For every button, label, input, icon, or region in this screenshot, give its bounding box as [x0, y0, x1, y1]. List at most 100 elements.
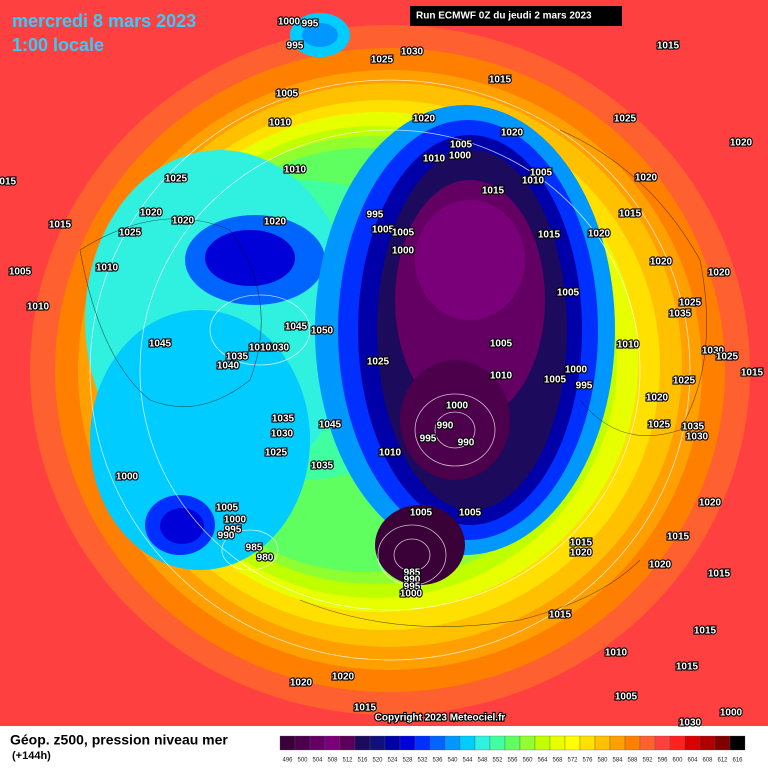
- colorbar-label: 504: [312, 758, 323, 764]
- isobar-label: 1005: [392, 228, 415, 239]
- isobar-label: 1020: [649, 560, 672, 571]
- isobar-label: 1020: [708, 268, 731, 279]
- isobar-label: 990: [218, 531, 235, 542]
- geopotential-field: [0, 0, 768, 726]
- isobar-label: 1035: [226, 352, 249, 363]
- isobar-label: 1025: [165, 174, 188, 185]
- isobar-label: 1010: [490, 371, 513, 382]
- isobar-label: 990: [458, 438, 475, 449]
- isobar-label: 1030: [679, 718, 702, 729]
- colorbar-cell: [279, 735, 296, 751]
- isobar-label: 1025: [119, 228, 142, 239]
- isobar-label: 1010: [605, 648, 628, 659]
- isobar-label: 1010: [379, 448, 402, 459]
- colorbar-label: 608: [702, 758, 713, 764]
- isobar-label: 1035: [311, 461, 334, 472]
- isobar-label: 1025: [614, 114, 637, 125]
- isobar-label: 1025: [679, 298, 702, 309]
- colorbar-cell: [654, 735, 671, 751]
- run-box: [410, 6, 622, 26]
- isobar-label: 995: [287, 41, 304, 52]
- colorbar-cell: [324, 735, 341, 751]
- colorbar-cell: [594, 735, 611, 751]
- isobar-label: 1005: [276, 89, 299, 100]
- isobar-label: 1000: [449, 151, 472, 162]
- isobar-label: 1025: [673, 376, 696, 387]
- isobar-label: 1020: [730, 138, 753, 149]
- colorbar-label: 588: [627, 758, 638, 764]
- isobar-label: 1000: [565, 365, 588, 376]
- colorbar-label: 564: [537, 758, 548, 764]
- isobar-label: 1000: [400, 589, 423, 600]
- isobar-label: 1010: [269, 118, 292, 129]
- colorbar-label: 572: [567, 758, 578, 764]
- isobar-label: 995: [225, 525, 242, 536]
- isobar-label: 1015: [708, 569, 731, 580]
- colorbar-label: 528: [402, 758, 413, 764]
- colorbar-cell: [564, 735, 581, 751]
- colorbar-cell: [699, 735, 716, 751]
- colorbar-cell: [504, 735, 521, 751]
- product-title: Géop. z500, pression niveau mer: [10, 732, 228, 748]
- isobar-label: 1035: [669, 309, 692, 320]
- isobar-label: 1045: [319, 420, 342, 431]
- isobar-label: 1025: [371, 55, 394, 66]
- isobar-label: 1020: [588, 229, 611, 240]
- isobar-label: 1005: [544, 375, 567, 386]
- colorbar-cell: [609, 735, 626, 751]
- isobar-label: 1020: [646, 393, 669, 404]
- isobar-label: 1020: [140, 208, 163, 219]
- isobar-label: 1020: [332, 672, 355, 683]
- valid-date: mercredi 8 mars 2023: [12, 11, 196, 31]
- colorbar-cell: [624, 735, 641, 751]
- isobar-label: 1045: [149, 339, 172, 350]
- isobar-label: 1015: [538, 230, 561, 241]
- isobar-label: 995: [420, 434, 437, 445]
- colorbar-label: 556: [507, 758, 518, 764]
- colorbar-cell: [489, 735, 506, 751]
- colorbar-cell: [459, 735, 476, 751]
- isobar-label: 1010: [249, 343, 272, 354]
- isobar-label: 1000: [392, 246, 415, 257]
- isobar-label: 1005: [557, 288, 580, 299]
- isobar-label: 1025: [716, 352, 739, 363]
- colorbar-cell: [534, 735, 551, 751]
- colorbar-cell: [354, 735, 371, 751]
- isobar-label: 1015: [482, 186, 505, 197]
- isobar-label: 1005: [530, 168, 553, 179]
- isobar-label: 1010: [522, 176, 545, 187]
- isobar-label: 1020: [172, 216, 195, 227]
- isobar-label: 1030: [401, 47, 424, 58]
- isobar-label: 1040: [217, 361, 240, 372]
- isobar-label: 1020: [264, 217, 287, 228]
- colorbar: 496 500 504 508 512 516 520 524 528 532 536 540 544 5…: [279, 735, 746, 764]
- colorbar-cell: [444, 735, 461, 751]
- isobar-label: 1010: [96, 263, 119, 274]
- isobar-label: 1030: [267, 343, 290, 354]
- lead-time: (+144h): [12, 750, 51, 762]
- colorbar-cell: [384, 735, 401, 751]
- isobar-label: 1015: [741, 368, 764, 379]
- isobar-label: 1015: [549, 610, 572, 621]
- isobar-label: 990: [437, 421, 454, 432]
- colorbar-cell: [294, 735, 311, 751]
- isobar-label: 1005: [459, 508, 482, 519]
- colorbar-label: 596: [657, 758, 668, 764]
- isobar-label: 1015: [49, 220, 72, 231]
- colorbar-label: 568: [552, 758, 563, 764]
- colorbar-label: 532: [417, 758, 428, 764]
- colorbar-label: 540: [447, 758, 458, 764]
- colorbar-label: 560: [522, 758, 533, 764]
- colorbar-label: 576: [582, 758, 593, 764]
- isobar-label: 1020: [650, 257, 673, 268]
- colorbar-label: 520: [372, 758, 383, 764]
- isobar-label: 1035: [682, 422, 705, 433]
- isobar-label: 1045: [285, 322, 308, 333]
- isobar-label: 1005: [9, 267, 32, 278]
- isobar-label: 1015: [570, 538, 593, 549]
- isobar-label: 1025: [265, 448, 288, 459]
- colorbar-label: 500: [297, 758, 308, 764]
- isobar-label: 980: [257, 553, 274, 564]
- colorbar-label: 584: [612, 758, 623, 764]
